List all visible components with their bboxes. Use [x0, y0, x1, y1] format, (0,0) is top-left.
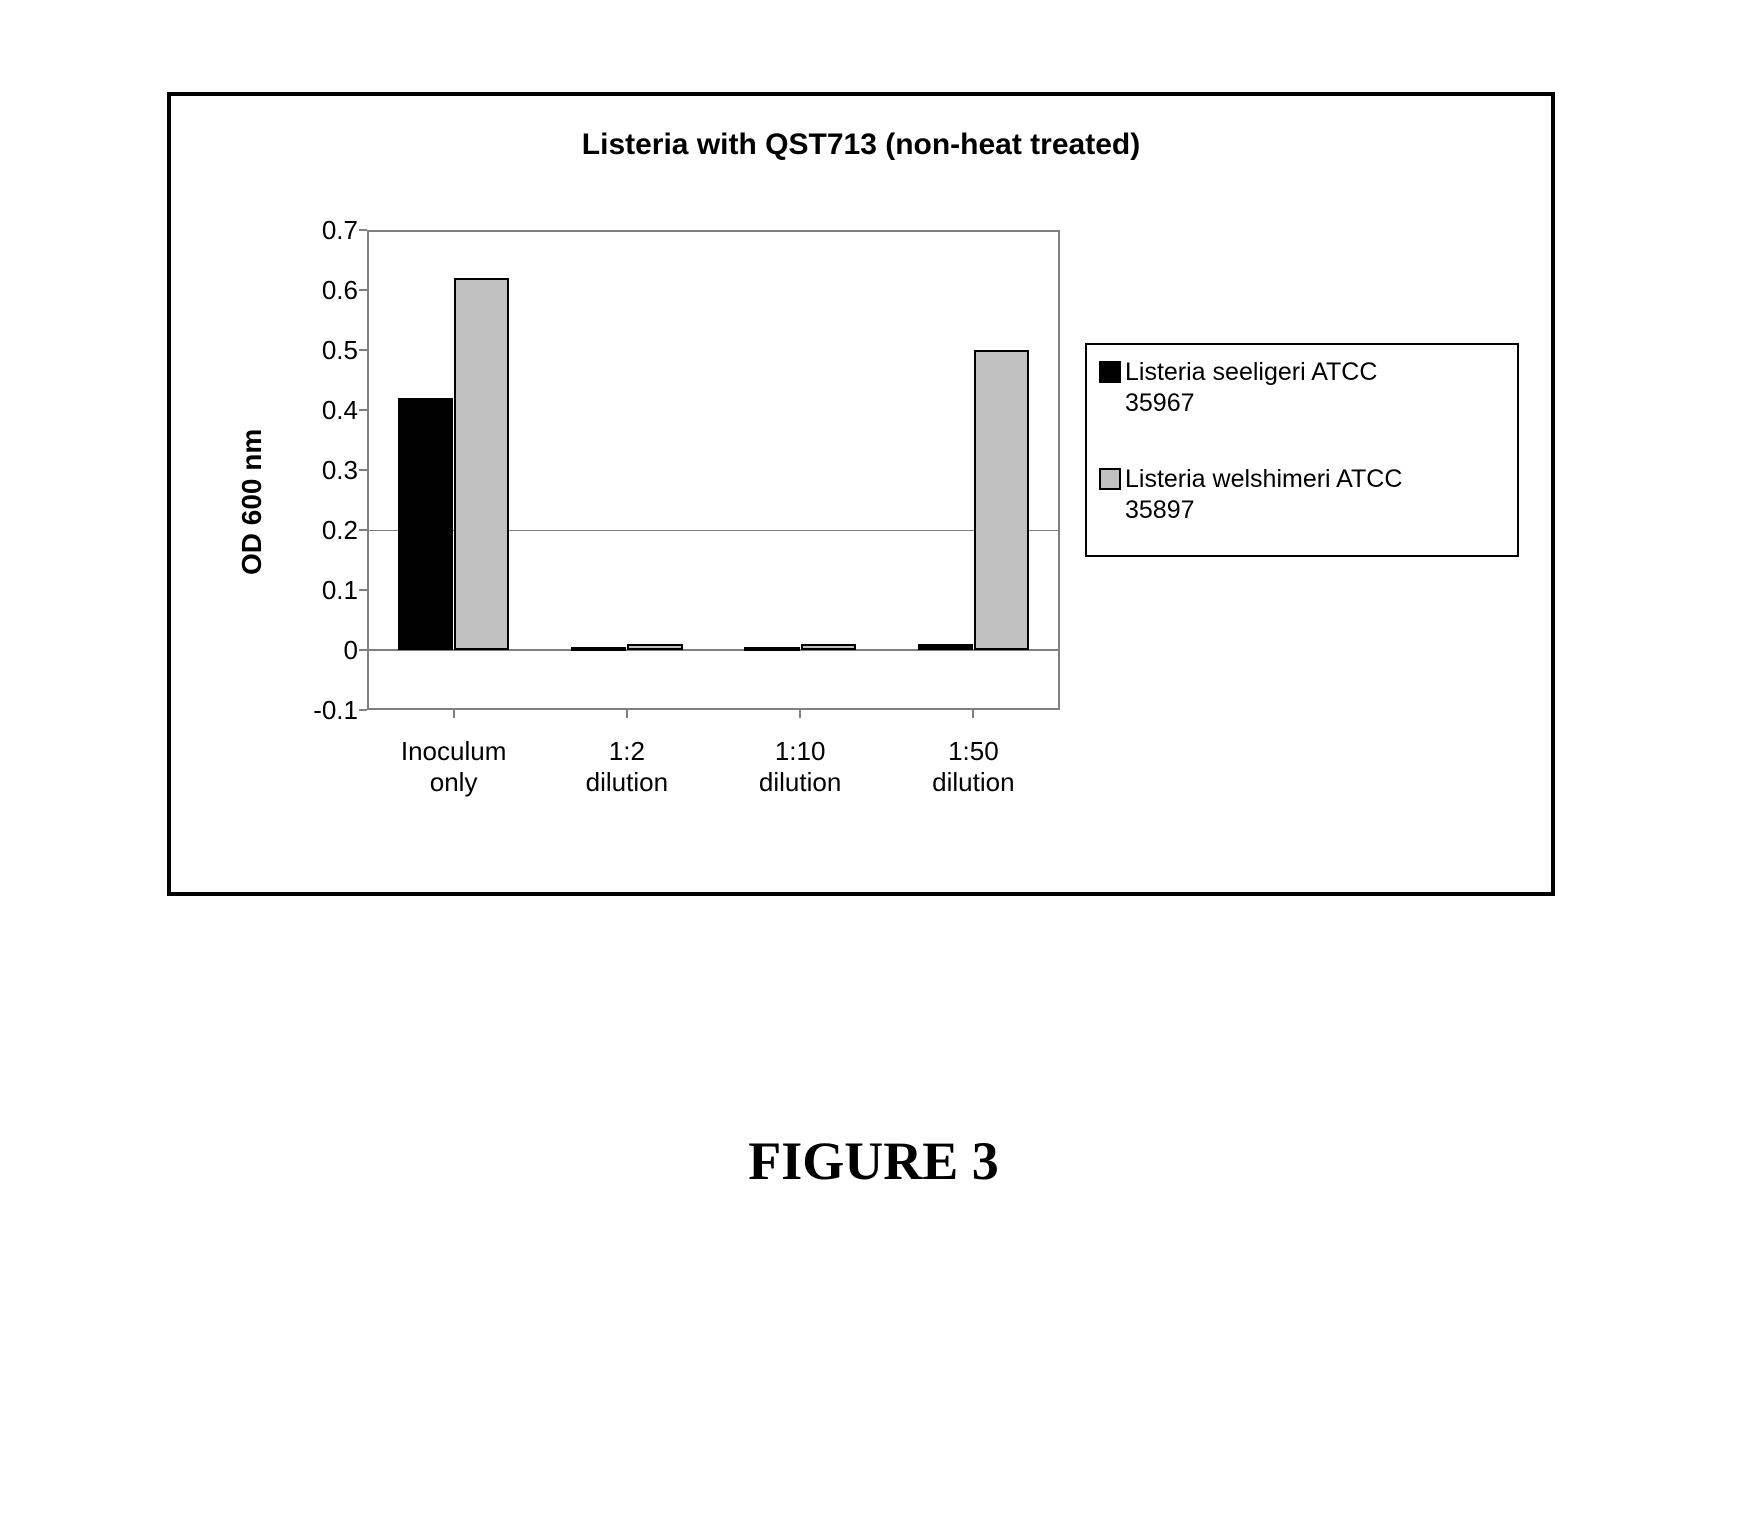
y-tick-label: -0.1 [268, 695, 358, 726]
x-tick-mark [626, 710, 628, 718]
bar-seeligeri [398, 398, 453, 650]
bar-welshimeri [454, 278, 509, 650]
bar-seeligeri [918, 644, 973, 650]
plot-area [367, 230, 1060, 710]
x-category-label: 1:50dilution [887, 736, 1060, 798]
y-axis-label: OD 600 nm [236, 429, 268, 575]
y-tick-label: 0 [268, 635, 358, 666]
legend-swatch [1099, 468, 1121, 490]
y-tick-mark [359, 289, 367, 291]
y-tick-label: 0.7 [268, 215, 358, 246]
bar-welshimeri [801, 644, 856, 650]
y-tick-mark [359, 349, 367, 351]
y-tick-mark [359, 589, 367, 591]
legend-label: Listeria welshimeri ATCC35897 [1125, 464, 1402, 527]
y-tick-label: 0.4 [268, 395, 358, 426]
bar-seeligeri [571, 647, 626, 651]
y-tick-mark [359, 649, 367, 651]
x-tick-mark [453, 710, 455, 718]
y-tick-label: 0.3 [268, 455, 358, 486]
y-tick-mark [359, 469, 367, 471]
y-tick-label: 0.1 [268, 575, 358, 606]
bar-welshimeri [974, 350, 1029, 650]
x-category-label: 1:2dilution [540, 736, 713, 798]
figure-caption: FIGURE 3 [0, 1130, 1747, 1192]
bar-welshimeri [627, 644, 682, 650]
y-tick-mark [359, 409, 367, 411]
y-tick-label: 0.5 [268, 335, 358, 366]
y-tick-mark [359, 709, 367, 711]
legend: Listeria seeligeri ATCC35967 Listeria wel… [1085, 343, 1519, 557]
x-tick-mark [972, 710, 974, 718]
legend-entry: Listeria seeligeri ATCC35967 [1099, 357, 1505, 420]
chart-title: Listeria with QST713 (non-heat treated) [171, 128, 1551, 162]
page: Listeria with QST713 (non-heat treated) … [0, 0, 1747, 1516]
bar-seeligeri [744, 647, 799, 651]
x-category-label: Inoculumonly [367, 736, 540, 798]
legend-entry: Listeria welshimeri ATCC35897 [1099, 464, 1505, 527]
x-category-label: 1:10dilution [714, 736, 887, 798]
y-tick-label: 0.6 [268, 275, 358, 306]
x-tick-mark [799, 710, 801, 718]
y-tick-mark [359, 529, 367, 531]
y-tick-mark [359, 229, 367, 231]
legend-swatch [1099, 361, 1121, 383]
legend-label: Listeria seeligeri ATCC35967 [1125, 357, 1377, 420]
y-tick-label: 0.2 [268, 515, 358, 546]
